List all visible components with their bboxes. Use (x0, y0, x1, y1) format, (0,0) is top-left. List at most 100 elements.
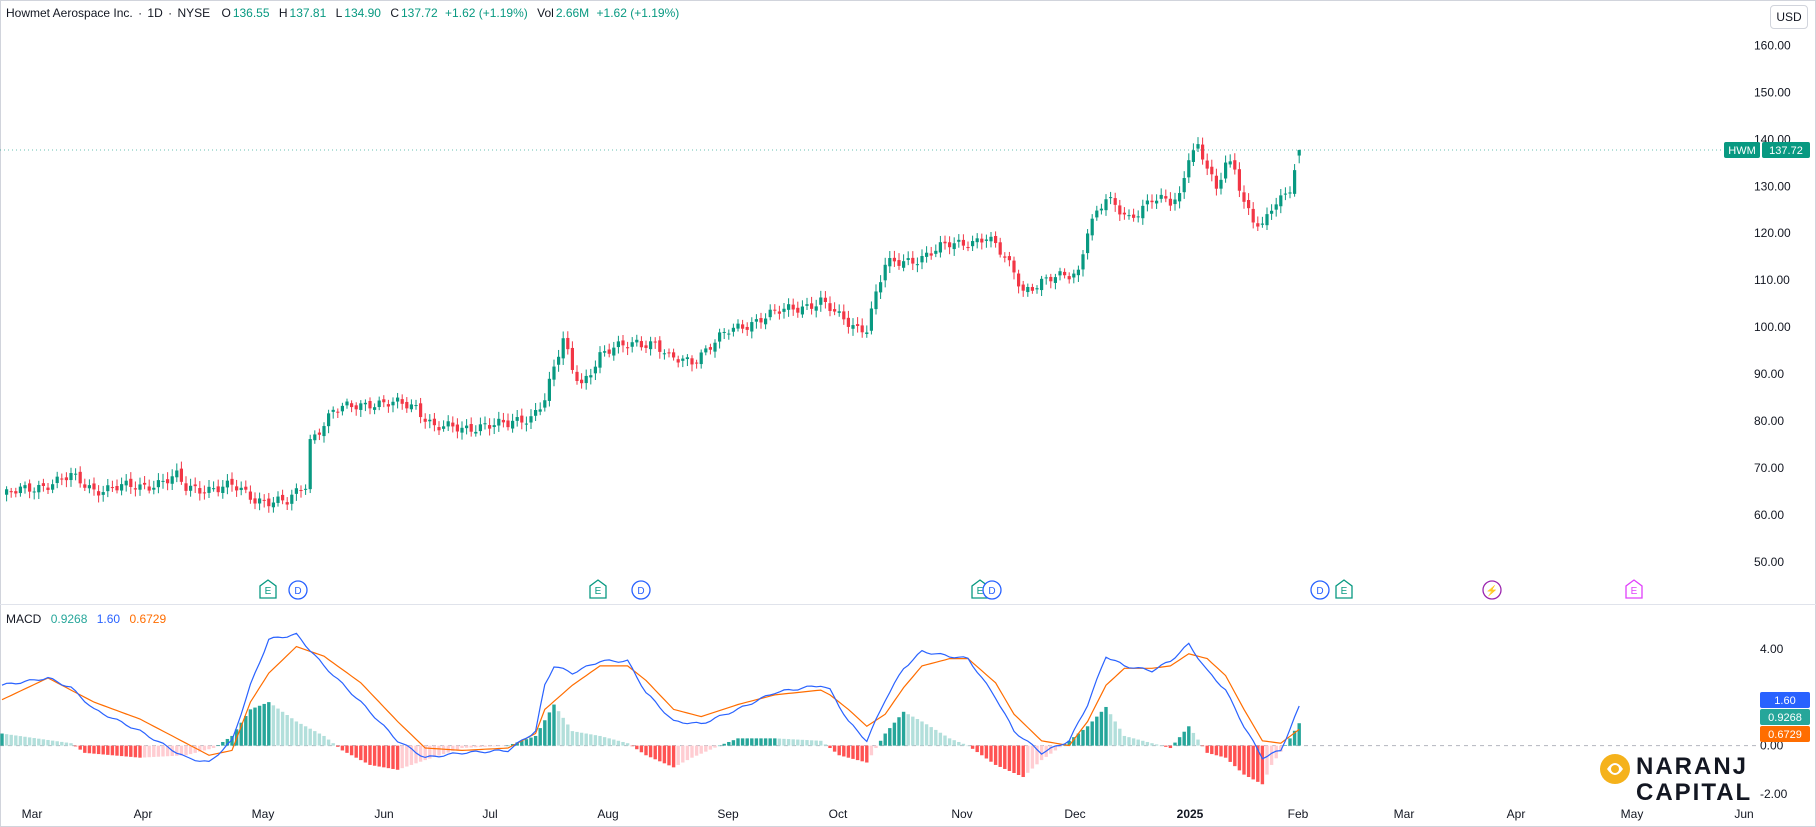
histogram-bar (294, 721, 299, 746)
dividend-event-marker[interactable]: D (982, 580, 1002, 600)
histogram-bar (846, 745, 851, 758)
candle-body (547, 378, 551, 401)
candle-body (483, 423, 487, 425)
macd-value-badge (1760, 692, 1810, 708)
histogram-bar (331, 743, 335, 746)
candle-body (837, 311, 841, 313)
interval-label[interactable]: 1D (147, 6, 163, 20)
candle-body (1201, 144, 1205, 160)
candle-body (520, 415, 524, 423)
histogram-bar (510, 744, 515, 746)
volume-label: Vol (537, 6, 554, 20)
histogram-bar (211, 745, 216, 749)
earnings-event-marker[interactable]: E (589, 579, 607, 599)
candle-body (557, 356, 561, 365)
histogram-bar (152, 745, 156, 757)
candle-body (1030, 287, 1034, 291)
earnings-event-marker[interactable]: E (1625, 579, 1643, 599)
histogram-bar (676, 745, 680, 765)
histogram-bar (759, 738, 763, 746)
candle-body (350, 403, 354, 408)
candle-body (1155, 200, 1159, 204)
candle-body (1260, 223, 1264, 225)
dividend-event-marker[interactable]: D (1310, 580, 1330, 600)
histogram-bar (441, 745, 446, 755)
currency-button[interactable]: USD (1770, 5, 1808, 29)
time-axis-label: May (1621, 807, 1644, 821)
histogram-bar (1210, 745, 1214, 755)
histogram-bar (1081, 729, 1085, 746)
histogram-bar (1039, 745, 1044, 761)
histogram-bar (768, 738, 772, 746)
candle-body (538, 409, 542, 412)
histogram-bar (409, 745, 414, 765)
histogram-bar (221, 741, 225, 746)
candle-body (543, 400, 547, 408)
candle-body (906, 258, 910, 260)
histogram-bar (340, 745, 345, 751)
candle-body (354, 405, 358, 410)
candle-body (506, 420, 510, 428)
macd-axis-tick: 4.00 (1760, 642, 1784, 656)
histogram-bar (1200, 745, 1205, 747)
candle-body (644, 345, 648, 348)
signal-value-badge-text: 0.6729 (1768, 729, 1802, 741)
candle-body (1270, 210, 1274, 214)
candle-body (345, 401, 349, 406)
candle-body (492, 425, 496, 428)
histogram-bar (0, 733, 4, 746)
histogram-bar (579, 732, 584, 746)
histogram-bar (883, 733, 887, 746)
candle-body (221, 486, 225, 493)
svg-text:D: D (637, 586, 644, 597)
candle-body (161, 480, 165, 482)
dividend-event-marker[interactable]: D (631, 580, 651, 600)
candle-body (874, 291, 878, 310)
earnings-event-marker[interactable]: E (1335, 579, 1353, 599)
candle-body (501, 419, 505, 423)
histogram-bar (1219, 745, 1223, 757)
candle-body (115, 486, 119, 491)
candle-body (598, 352, 602, 368)
histogram-bar (998, 745, 1002, 767)
macd-header[interactable]: MACD 0.9268 1.60 0.6729 (6, 612, 166, 626)
candle-body (685, 357, 689, 360)
candle-body (952, 243, 956, 250)
histogram-bar (1233, 745, 1237, 767)
candle-body (87, 485, 91, 489)
candle-body (612, 347, 616, 356)
histogram-bar (722, 743, 726, 746)
candle-body (704, 348, 708, 353)
histogram-bar (455, 745, 460, 750)
histogram-bar (179, 745, 184, 756)
histogram-bar (731, 740, 736, 746)
candle-body (1164, 196, 1168, 199)
histogram-bar (584, 733, 588, 746)
histogram-bar (290, 718, 294, 746)
histogram-bar (280, 711, 285, 746)
exchange-label: NYSE (177, 6, 211, 20)
split-event-marker[interactable]: ⚡ (1482, 580, 1502, 600)
earnings-event-marker[interactable]: E (259, 579, 277, 599)
company-name[interactable]: Howmet Aerospace Inc. (6, 6, 133, 20)
candle-body (239, 487, 243, 491)
candle-body (327, 413, 331, 427)
histogram-bar (911, 716, 915, 746)
histogram-bar (372, 745, 377, 766)
candle-body (377, 400, 381, 408)
histogram-bar (142, 745, 147, 758)
candle-body (589, 375, 593, 378)
histogram-bar (464, 745, 469, 748)
candle-body (9, 491, 13, 493)
histogram-bar (556, 711, 561, 746)
price-axis-tick: 90.00 (1754, 367, 1784, 381)
histogram-bar (18, 736, 23, 746)
histogram-bar (14, 735, 18, 746)
histogram-bar (952, 740, 956, 746)
histogram-bar (1242, 745, 1246, 775)
dividend-event-marker[interactable]: D (288, 580, 308, 600)
candle-body (1026, 286, 1030, 293)
histogram-bar (851, 745, 855, 759)
candle-body (649, 341, 653, 350)
